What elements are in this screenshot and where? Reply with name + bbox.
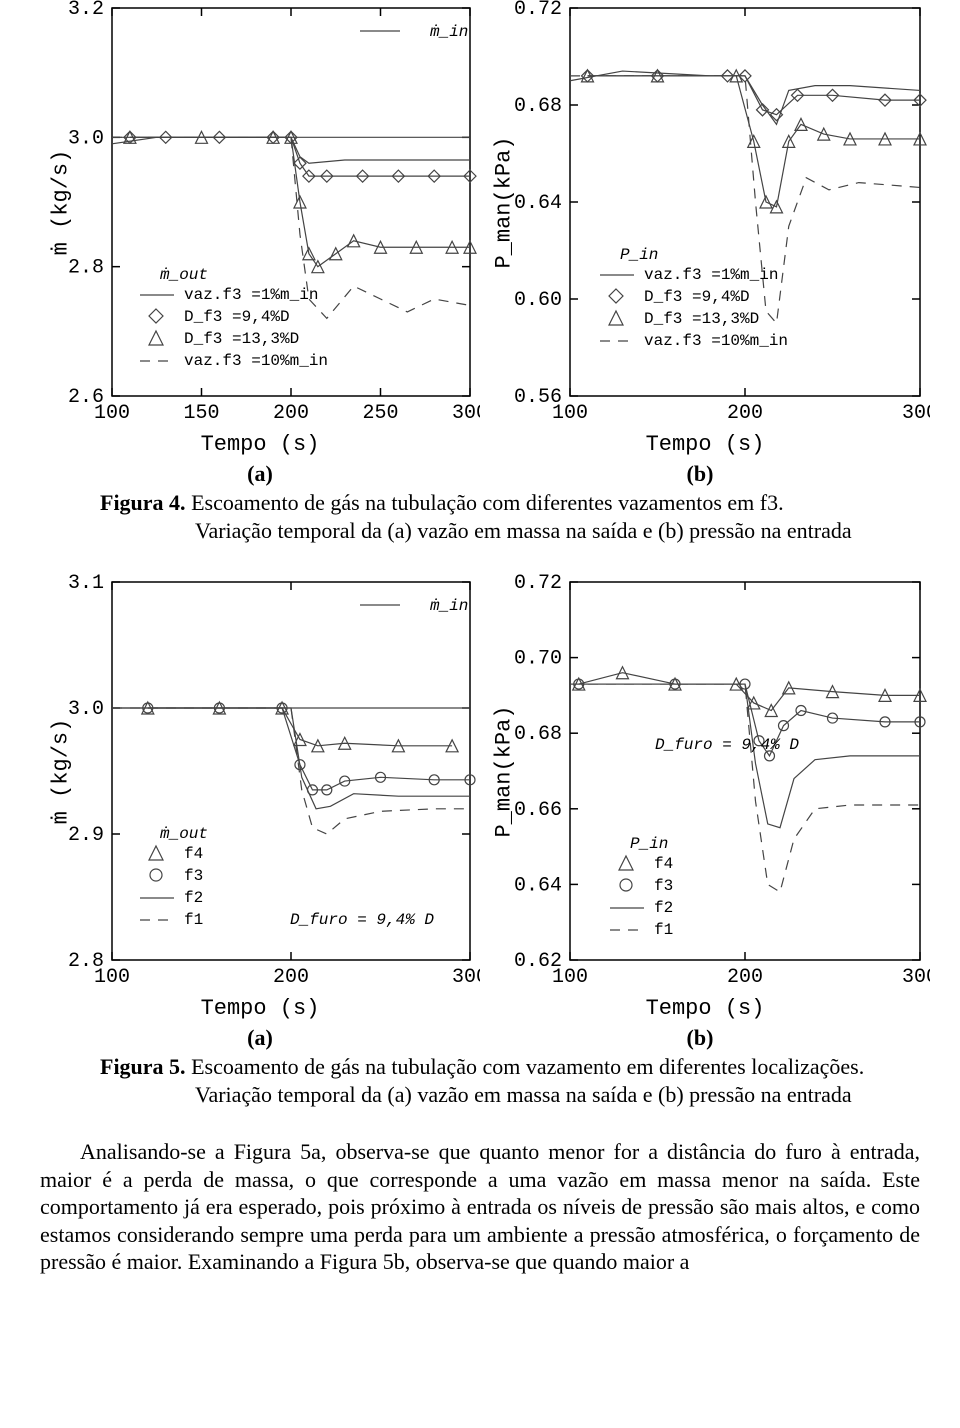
svg-text:f4: f4 (184, 845, 203, 863)
svg-text:P_in: P_in (620, 246, 658, 264)
svg-text:vaz.f3 =10%m_in: vaz.f3 =10%m_in (644, 332, 788, 350)
svg-text:2.9: 2.9 (68, 824, 104, 847)
svg-text:200: 200 (273, 966, 309, 989)
chart-xlabel: Tempo (s) (201, 432, 320, 457)
svg-text:f2: f2 (184, 889, 203, 907)
svg-text:3.0: 3.0 (68, 127, 104, 150)
svg-text:f2: f2 (654, 899, 673, 917)
svg-text:200: 200 (727, 966, 763, 989)
figure4-caption: Figura 4. Escoamento de gás na tubulação… (100, 489, 920, 544)
body-text-content: Analisando-se a Figura 5a, observa-se qu… (40, 1139, 920, 1274)
svg-text:0.64: 0.64 (514, 874, 562, 897)
svg-text:0.64: 0.64 (514, 192, 562, 215)
sublabel-a: (a) (40, 461, 480, 487)
figure5-row: 1002003002.82.93.03.1ṁ_inD_furo = 9,4% D… (40, 574, 920, 1021)
chart-xlabel: Tempo (s) (201, 996, 320, 1021)
svg-text:f3: f3 (184, 867, 203, 885)
svg-text:2.8: 2.8 (68, 950, 104, 973)
svg-text:0.72: 0.72 (514, 0, 562, 21)
svg-text:ṁ_in: ṁ_in (430, 23, 468, 41)
svg-text:f1: f1 (184, 911, 203, 929)
chart-xlabel: Tempo (s) (646, 432, 765, 457)
svg-text:ṁ_in: ṁ_in (430, 597, 468, 615)
sublabel-b: (b) (480, 1025, 920, 1051)
svg-text:2.6: 2.6 (68, 386, 104, 409)
figure5-chart-a: 1002003002.82.93.03.1ṁ_inD_furo = 9,4% D… (40, 574, 480, 1021)
svg-text:0.68: 0.68 (514, 723, 562, 746)
svg-text:vaz.f3 =1%m_in: vaz.f3 =1%m_in (644, 266, 778, 284)
svg-text:D_f3 =9,4%D: D_f3 =9,4%D (184, 308, 290, 326)
svg-text:D_f3 =13,3%D: D_f3 =13,3%D (644, 310, 759, 328)
svg-text:f3: f3 (654, 877, 673, 895)
svg-text:0.70: 0.70 (514, 648, 562, 671)
caption-line2: Variação temporal da (a) vazão em massa … (100, 517, 920, 545)
svg-text:3.0: 3.0 (68, 698, 104, 721)
chart-xlabel: Tempo (s) (646, 996, 765, 1021)
sublabel-a: (a) (40, 1025, 480, 1051)
svg-text:0.66: 0.66 (514, 799, 562, 822)
svg-text:3.1: 3.1 (68, 574, 104, 595)
svg-text:D_f3 =9,4%D: D_f3 =9,4%D (644, 288, 750, 306)
chart-ylabel: ṁ (kg/s) (48, 150, 73, 256)
svg-text:0.68: 0.68 (514, 95, 562, 118)
sublabel-b: (b) (480, 461, 920, 487)
svg-text:3.2: 3.2 (68, 0, 104, 21)
svg-text:200: 200 (273, 402, 309, 425)
svg-text:300: 300 (452, 966, 480, 989)
svg-text:f1: f1 (654, 921, 673, 939)
figure5-sublabels: (a) (b) (40, 1025, 920, 1051)
svg-text:0.72: 0.72 (514, 574, 562, 595)
caption-line1: Escoamento de gás na tubulação com vazam… (186, 1054, 865, 1079)
svg-text:vaz.f3 =10%m_in: vaz.f3 =10%m_in (184, 352, 328, 370)
svg-text:P_in: P_in (630, 835, 668, 853)
caption-line1: Escoamento de gás na tubulação com difer… (186, 490, 784, 515)
svg-text:f4: f4 (654, 855, 673, 873)
caption-bold: Figura 4. (100, 490, 186, 515)
body-paragraph: Analisando-se a Figura 5a, observa-se qu… (40, 1138, 920, 1276)
caption-line2: Variação temporal da (a) vazão em massa … (100, 1081, 920, 1109)
svg-text:200: 200 (727, 402, 763, 425)
svg-text:D_furo = 9,4% D: D_furo = 9,4% D (290, 911, 434, 929)
svg-text:0.60: 0.60 (514, 289, 562, 312)
svg-text:300: 300 (902, 966, 930, 989)
svg-text:300: 300 (902, 402, 930, 425)
figure4-chart-b: 1002003000.560.600.640.680.72P_invaz.f3 … (480, 0, 930, 457)
svg-text:0.56: 0.56 (514, 386, 562, 409)
svg-text:ṁ_out: ṁ_out (160, 825, 208, 843)
svg-text:300: 300 (452, 402, 480, 425)
chart-ylabel: ṁ (kg/s) (48, 719, 73, 825)
svg-text:2.8: 2.8 (68, 257, 104, 280)
svg-text:vaz.f3 =1%m_in: vaz.f3 =1%m_in (184, 286, 318, 304)
figure5-chart-b: 1002003000.620.640.660.680.700.72D_furo … (480, 574, 930, 1021)
svg-text:150: 150 (183, 402, 219, 425)
svg-text:250: 250 (362, 402, 398, 425)
svg-text:D_furo = 9,4% D: D_furo = 9,4% D (655, 736, 799, 754)
svg-text:D_f3 =13,3%D: D_f3 =13,3%D (184, 330, 299, 348)
figure5-caption: Figura 5. Escoamento de gás na tubulação… (100, 1053, 920, 1108)
svg-text:0.62: 0.62 (514, 950, 562, 973)
caption-bold: Figura 5. (100, 1054, 186, 1079)
figure4-row: 1001502002503002.62.83.03.2ṁ_inṁ_outvaz.… (40, 0, 920, 457)
chart-ylabel: P_man(kPa) (492, 136, 517, 268)
svg-text:ṁ_out: ṁ_out (160, 266, 208, 284)
figure4-sublabels: (a) (b) (40, 461, 920, 487)
chart-ylabel: P_man(kPa) (492, 705, 517, 837)
figure4-chart-a: 1001502002503002.62.83.03.2ṁ_inṁ_outvaz.… (40, 0, 480, 457)
